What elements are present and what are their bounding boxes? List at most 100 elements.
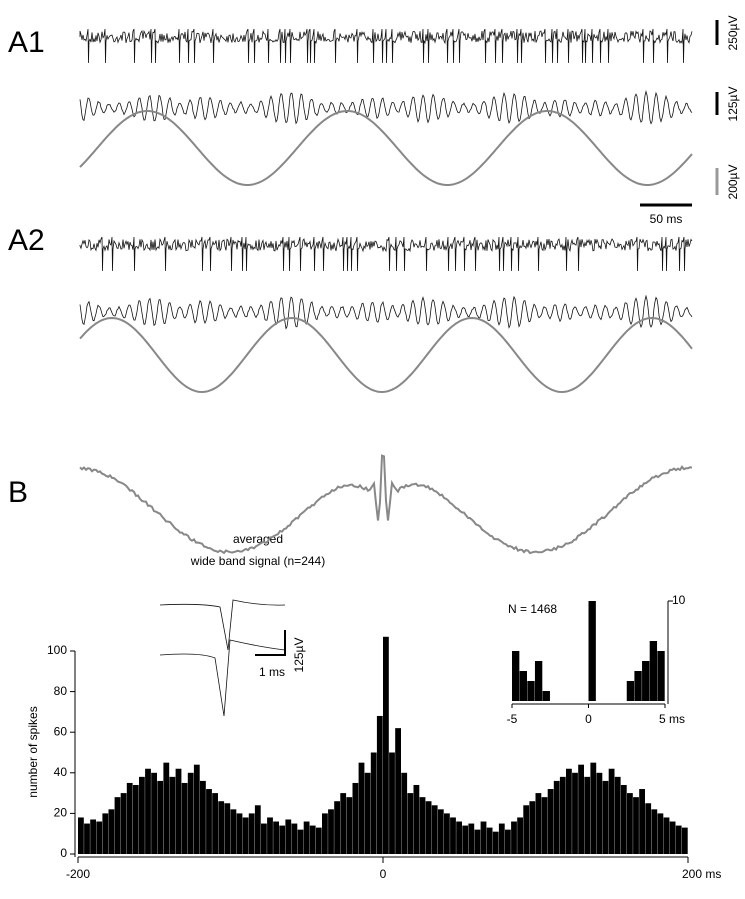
bar <box>145 768 151 854</box>
bar <box>193 764 200 854</box>
bar <box>322 813 328 854</box>
bar <box>669 821 676 854</box>
bar <box>285 819 292 854</box>
bar <box>242 817 249 854</box>
scale-label: 50 ms <box>650 212 683 226</box>
y-tick-label: 20 <box>54 806 68 820</box>
panel-label: B <box>8 476 28 509</box>
bar <box>512 651 520 701</box>
bar <box>151 772 157 854</box>
bar <box>139 776 145 854</box>
trace <box>79 28 693 64</box>
bar <box>468 823 475 854</box>
bar <box>486 827 493 854</box>
bar <box>614 776 621 854</box>
axis-label: number of spikes <box>26 706 40 797</box>
bar <box>334 801 340 854</box>
bar <box>608 768 615 854</box>
trace <box>79 316 693 394</box>
bar <box>517 817 523 854</box>
trace <box>79 454 693 555</box>
bar <box>254 805 261 854</box>
bar <box>108 809 115 854</box>
bar <box>651 809 658 854</box>
bar <box>425 801 432 854</box>
bar <box>218 801 225 854</box>
bar <box>248 813 255 854</box>
bar <box>352 782 359 854</box>
bar <box>181 782 188 854</box>
bar <box>541 797 548 854</box>
bar <box>663 817 670 854</box>
bar <box>498 823 505 854</box>
bar <box>431 805 438 854</box>
bar <box>590 762 597 854</box>
x-tick-label: -200 <box>66 867 90 881</box>
scale-label: 125µV <box>292 638 306 673</box>
bar <box>450 817 456 854</box>
x-tick-label: 0 <box>380 867 387 881</box>
bar <box>126 782 133 854</box>
x-tick-label: 5 ms <box>659 712 685 726</box>
bar <box>639 789 645 854</box>
bar <box>407 793 414 854</box>
bar <box>413 784 420 854</box>
bar <box>389 752 395 854</box>
bar <box>303 821 310 854</box>
bar <box>206 789 212 854</box>
bar <box>224 803 231 854</box>
bar <box>535 793 542 854</box>
bar <box>519 671 527 701</box>
bar <box>230 809 237 854</box>
bar <box>505 829 511 854</box>
scale-bar <box>255 630 286 656</box>
bar <box>492 831 499 854</box>
bar <box>584 776 591 854</box>
bar <box>642 661 650 701</box>
annotation: wide band signal (n=244) <box>190 554 325 568</box>
panel-label: A1 <box>8 26 45 59</box>
bar <box>84 823 90 854</box>
bar <box>462 825 469 854</box>
trace <box>79 236 693 272</box>
bar <box>132 784 139 854</box>
y-tick-label: 0 <box>60 846 67 860</box>
bar <box>657 651 665 701</box>
bar <box>596 772 603 854</box>
bar <box>553 780 560 854</box>
bar <box>102 813 109 854</box>
bar <box>236 813 243 854</box>
bar <box>315 827 322 854</box>
bar <box>620 784 627 854</box>
bar <box>78 817 84 854</box>
bar <box>267 817 273 854</box>
bar <box>187 772 194 854</box>
bar <box>340 793 347 854</box>
bar <box>474 829 481 854</box>
bar <box>675 825 682 854</box>
bar <box>649 641 658 701</box>
bar <box>534 661 543 701</box>
scale-label: 1 ms <box>259 665 285 679</box>
bar <box>309 825 316 854</box>
bar <box>370 752 377 854</box>
y-tick-label: 40 <box>54 765 68 779</box>
bar <box>346 797 353 854</box>
bar <box>212 793 218 854</box>
bar <box>419 797 426 854</box>
bar <box>542 691 550 701</box>
bar <box>261 823 267 854</box>
trace <box>159 639 286 717</box>
bar <box>627 793 633 854</box>
scale-label: 200µV <box>726 165 740 200</box>
y-tick-label: 80 <box>54 684 68 698</box>
bar <box>527 681 535 701</box>
panel-label: A2 <box>8 224 45 257</box>
bar <box>383 636 389 854</box>
bar <box>395 728 401 854</box>
bar <box>328 809 334 854</box>
y-tick-label: 10 <box>672 593 686 607</box>
bar <box>511 821 517 854</box>
bar <box>120 793 127 854</box>
bar <box>157 780 164 854</box>
